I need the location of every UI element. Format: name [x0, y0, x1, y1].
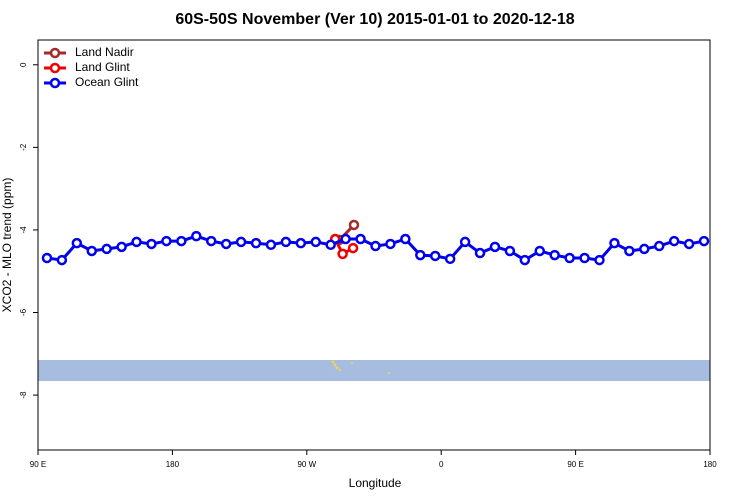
data-point [504, 245, 516, 257]
data-point [474, 247, 486, 259]
data-point [265, 239, 277, 251]
legend-marker [49, 62, 61, 74]
x-tick-label: 0 [439, 460, 444, 469]
x-tick-label: 90 W [297, 460, 316, 469]
legend-marker [49, 77, 61, 89]
data-point [400, 233, 411, 245]
data-point [415, 249, 426, 261]
data-point [444, 253, 456, 265]
data-point [86, 245, 98, 257]
data-point [519, 254, 531, 266]
data-point [683, 238, 695, 250]
data-point [250, 237, 262, 249]
data-point [146, 238, 157, 250]
data-point [337, 248, 348, 260]
data-point [370, 240, 381, 252]
data-point [71, 237, 83, 249]
data-point [609, 237, 620, 249]
y-tick-label: -6 [19, 308, 28, 316]
data-point [348, 219, 360, 231]
y-axis-label: XCO2 - MLO trend (ppm) [0, 178, 14, 313]
data-point [101, 243, 112, 255]
plot-frame [37, 39, 711, 451]
data-point [459, 236, 471, 248]
data-point [161, 235, 172, 247]
data-point [579, 252, 590, 264]
x-tick-label: 180 [703, 460, 717, 469]
data-point [489, 241, 501, 253]
data-point [698, 235, 710, 247]
data-point [340, 233, 351, 245]
legend-label: Land Glint [75, 60, 130, 74]
data-point [564, 252, 575, 264]
x-tick-label: 90 E [567, 460, 583, 469]
y-tick-label: -4 [19, 226, 28, 234]
legend-label: Ocean Glint [75, 75, 139, 89]
data-point [347, 242, 359, 254]
data-point [235, 236, 247, 248]
data-point [355, 233, 366, 245]
data-point [429, 250, 441, 262]
y-tick-label: -2 [19, 143, 28, 151]
data-point [131, 236, 142, 248]
x-tick-label: 180 [166, 460, 180, 469]
data-point [549, 249, 560, 261]
data-point [205, 235, 217, 247]
data-point [295, 237, 307, 249]
data-point [639, 243, 650, 255]
chart-title: 60S-50S November (Ver 10) 2015-01-01 to … [175, 11, 574, 28]
data-point [116, 241, 127, 253]
legend-label: Land Nadir [75, 45, 134, 59]
data-point [624, 245, 635, 257]
data-point [191, 230, 202, 242]
data-point [41, 252, 53, 264]
data-point [280, 236, 292, 248]
data-point [56, 254, 68, 266]
x-tick-label: 90 E [30, 460, 46, 469]
data-point [653, 240, 665, 252]
land-fragments [331, 360, 390, 374]
data-point [325, 239, 336, 251]
x-axis-label: Longitude [349, 476, 402, 490]
data-point [310, 236, 322, 248]
data-point [668, 235, 680, 247]
y-tick-label: -8 [19, 391, 28, 399]
map-strip [38, 360, 710, 381]
data-point [594, 254, 605, 266]
y-tick-label: 0 [19, 62, 28, 67]
data-point [385, 238, 396, 250]
data-point [220, 238, 232, 250]
legend-marker [49, 47, 61, 59]
data-point [534, 245, 546, 257]
data-point [176, 235, 187, 247]
